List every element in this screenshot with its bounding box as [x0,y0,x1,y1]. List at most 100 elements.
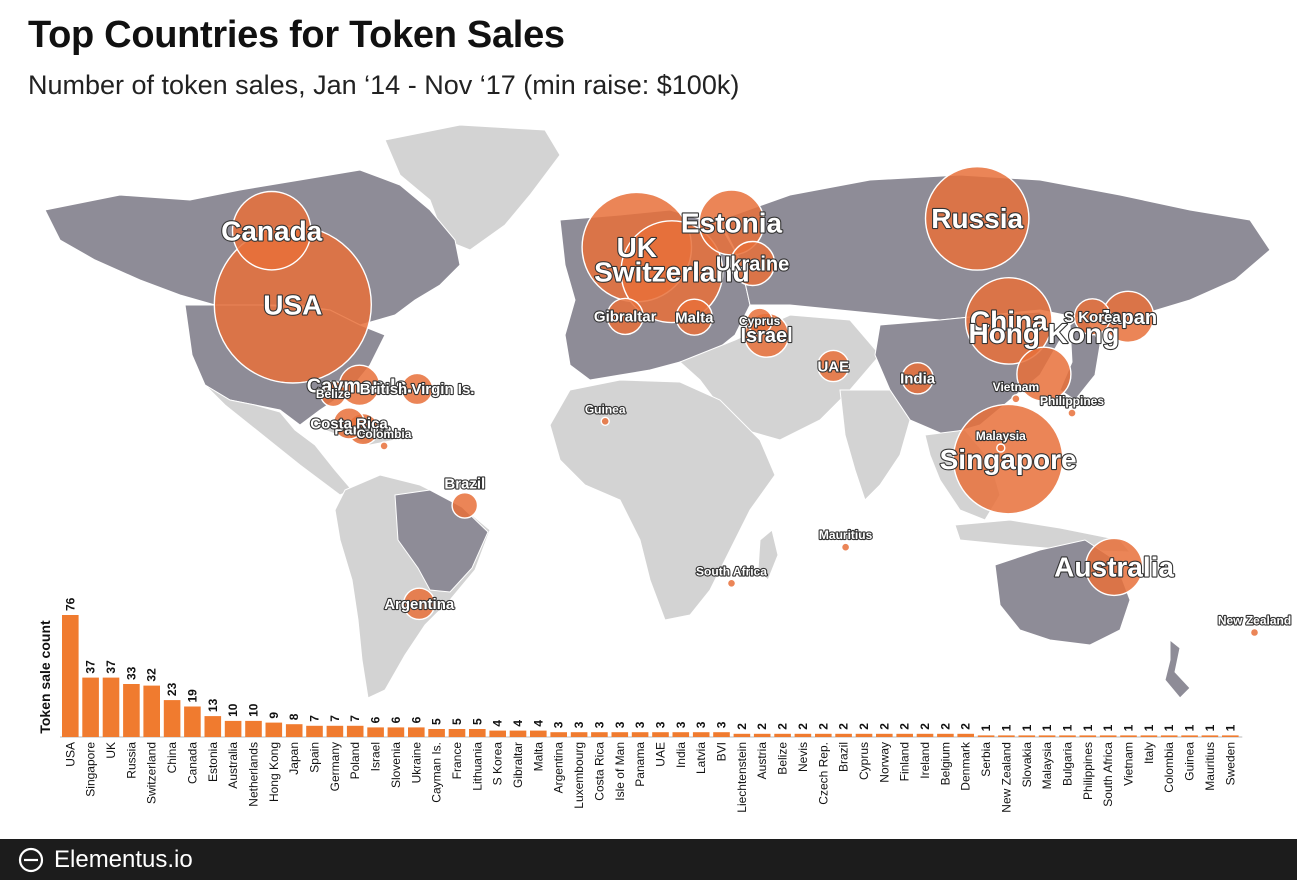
bar-value-poland: 7 [348,715,362,722]
bar-argentina [550,732,567,737]
bar-value-mauritius: 1 [1203,724,1217,731]
bubble-label-british-virgin-is: British Virgin Is. [360,381,475,398]
bubble-uae [817,349,850,383]
bar-value-slovakia: 1 [1020,724,1034,731]
bar-value-panama: 3 [633,721,647,728]
bubble-singapore [952,403,1064,515]
bar-ireland [916,733,934,737]
bar-tick-singapore: Singapore [84,742,98,797]
bar-spain [306,725,323,737]
land-greenland [384,124,561,251]
bubble-label-singapore: Singapore [940,444,1077,475]
bubble-australia [1084,537,1144,597]
bubble-new-zealand [1249,627,1260,638]
bar-value-uae: 3 [654,721,668,728]
bubble-label-new-zealand: New Zealand [1218,614,1291,628]
bar-value-spain: 7 [308,715,322,722]
bar-tick-serbia: Serbia [979,742,993,777]
bubble-label-guinea: Guinea [585,402,626,416]
bar-belgium [937,733,954,737]
bubble-label-india: India [900,371,936,388]
bubble-label-colombia: Colombia [357,427,412,441]
bar-value-australia: 10 [226,703,240,717]
bar-value-cyprus: 2 [857,723,871,730]
bar-uae [652,732,669,737]
bar-value-ireland: 2 [918,723,932,730]
bar-value-norway: 2 [877,723,891,730]
bubble-label-japan: Japan [1099,307,1157,329]
bar-malaysia [1038,735,1056,737]
bar-value-singapore: 37 [84,660,98,674]
bar-value-germany: 7 [328,715,342,722]
bar-tick-cayman-is: Cayman Is. [430,742,444,803]
bar-tick-france: France [450,742,464,780]
bubble-malta [675,298,713,336]
bar-value-new-zealand: 1 [999,724,1013,731]
bubble-vietnam [1011,394,1021,404]
bubble-malaysia [996,443,1006,453]
bar-singapore [82,677,99,737]
bar-brazil [835,733,852,737]
bar-tick-vietnam: Vietnam [1122,742,1136,786]
bar-costa-rica [591,732,608,737]
bar-netherlands [245,720,262,737]
bubble-label-australia: Australia [1054,552,1174,583]
bubble-label-cyprus: Cyprus [739,314,781,328]
bar-value-liechtenstein: 2 [735,723,749,730]
bar-value-gibraltar: 4 [511,720,525,727]
bar-chart: Token sale count 76USA37Singapore37UK33R… [37,597,1243,813]
bar-bulgaria [1059,735,1076,737]
bubble-label-canada: Canada [221,216,323,247]
bubble-south-africa [726,578,737,588]
bar-serbia [977,735,995,737]
bar-poland [346,725,364,737]
bar-tick-russia: Russia [124,742,138,779]
bar-value-finland: 2 [898,723,912,730]
bar-hong-kong [265,722,283,737]
land-new-zealand [1164,638,1191,699]
bar-france [448,729,466,737]
bar-panama [631,732,649,737]
bubble-india [901,361,934,395]
bar-tick-usa: USA [63,742,77,767]
bar-guinea [1181,735,1198,737]
bar-usa [62,615,79,737]
bar-tick-belgium: Belgium [938,742,952,785]
bar-slovakia [1018,735,1036,737]
bar-tick-czech-rep: Czech Rep. [816,742,830,805]
bubble-belize [319,380,347,408]
bar-value-nevis: 2 [796,723,810,730]
bar-estonia [204,716,222,737]
bar-value-israel: 6 [369,716,383,723]
bubble-costa-rica [332,407,366,440]
bar-gibraltar [509,730,527,737]
bubble-canada [231,190,312,271]
bar-tick-switzerland: Switzerland [145,742,159,804]
bar-value-japan: 8 [287,713,301,720]
bubble-china [964,276,1053,365]
footer-brand: Elementus.io [54,845,193,873]
bar-tick-south-africa: South Africa [1101,742,1115,807]
bar-tick-israel: Israel [369,742,383,771]
bubble-mauritius [840,542,851,552]
bar-tick-malta: Malta [531,742,545,772]
bubble-switzerland [620,220,724,324]
bubble-label-cayman-is: Cayman Is. [307,375,413,397]
bar-norway [876,733,893,737]
bar-sweden [1222,735,1239,737]
bar-cyprus [855,733,873,737]
bar-value-bvi: 3 [715,721,729,728]
bar-value-czech-rep: 2 [816,723,830,730]
bar-tick-mauritius: Mauritius [1203,742,1217,791]
bar-value-guinea: 1 [1183,724,1197,731]
bar-tick-liechtenstein: Liechtenstein [735,742,749,813]
bar-vietnam [1120,735,1137,737]
elementus-logo-icon [18,847,44,872]
bubble-label-brazil: Brazil [444,476,485,493]
bar-value-russia: 33 [124,666,138,680]
bubble-label-china: China [970,306,1048,337]
bar-value-canada: 19 [185,689,199,703]
bar-slovenia [387,727,405,737]
bar-philippines [1079,735,1097,737]
bar-tick-belize: Belize [776,742,790,775]
